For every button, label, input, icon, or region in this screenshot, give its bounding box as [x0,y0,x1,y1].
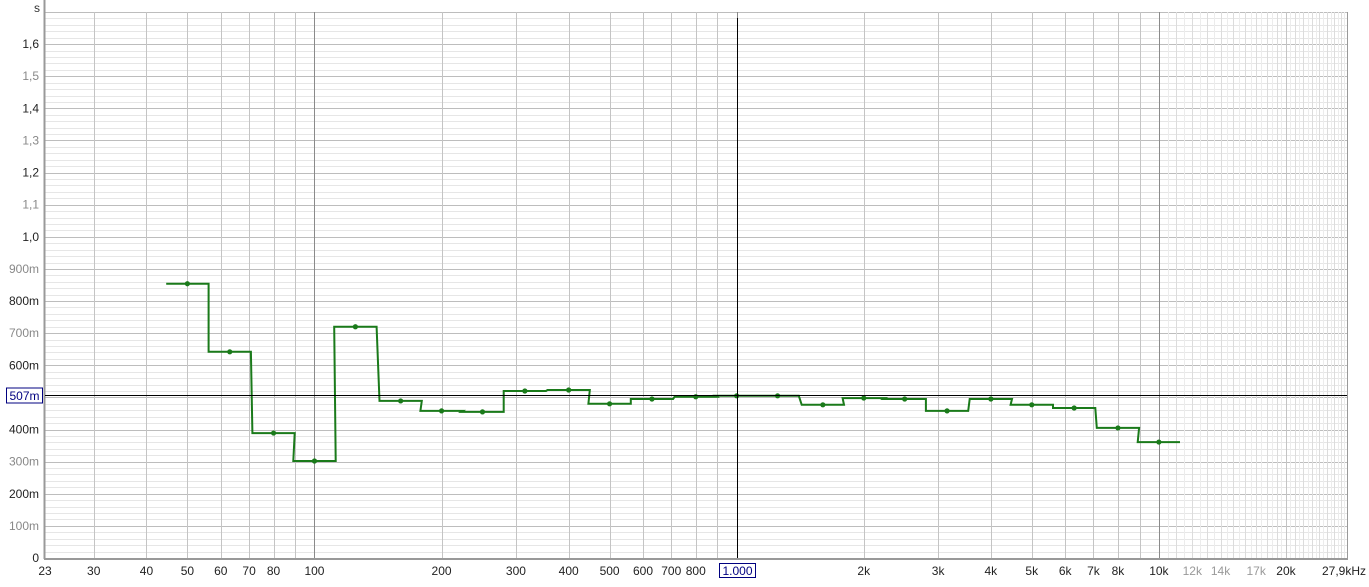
x-tick-label: 12k [1183,564,1203,578]
y-tick-label: 1,4 [22,101,39,115]
x-tick-label: 700 [661,564,681,578]
x-tick-label: 27,9kHz [1322,564,1366,578]
data-point [479,409,486,415]
x-tick-label: 400 [559,564,579,578]
data-point [606,401,613,407]
data-point [1156,439,1162,445]
rt60-step-line [166,282,1180,462]
x-tick-label: 50 [181,564,195,578]
data-point [398,398,404,404]
y-tick-label: 600m [9,358,39,372]
x-tick-label: 8k [1112,564,1126,578]
data-point [270,430,277,436]
y-tick-label: 200m [9,487,39,501]
data-point [861,395,867,401]
data-point [649,396,655,402]
y-axis-unit: s [34,1,40,15]
y-tick-label: 1,3 [22,133,39,147]
data-point [902,396,908,402]
y-tick-label: 1,6 [22,37,39,51]
cursor-y-label: 507m [9,389,39,403]
cursor[interactable]: 507m 1.000 [6,18,1348,578]
x-tick-label: 17k [1246,564,1266,578]
data-point [311,458,318,464]
x-tick-label: 100 [304,564,324,578]
data-point [1115,425,1121,431]
x-tick-label: 60 [214,564,228,578]
x-tick-label: 10k [1149,564,1169,578]
data-point [1029,402,1035,408]
x-tick-label: 7k [1087,564,1101,578]
x-tick-label: 70 [242,564,256,578]
x-tick-label: 6k [1059,564,1073,578]
x-tick-label: 23 [38,564,52,578]
cursor-y-box [6,387,43,404]
x-tick-label: 30 [87,564,101,578]
x-tick-label: 600 [633,564,653,578]
x-tick-label: 2k [857,564,871,578]
data-point [522,388,528,394]
y-tick-label: 400m [9,423,39,437]
y-tick-label: 0 [32,551,39,565]
y-tick-label: 300m [9,455,39,469]
grid [43,0,1348,560]
x-tick-label: 300 [506,564,526,578]
x-tick-label: 4k [985,564,999,578]
x-tick-label: 200 [432,564,452,578]
data-point [184,281,190,287]
data-point [693,394,699,400]
y-tick-label: 100m [9,519,39,533]
cursor-x-box [719,563,756,578]
cursor-x-label: 1.000 [722,564,752,578]
y-tick-label: 1,1 [22,198,39,212]
x-tick-label: 40 [140,564,154,578]
data-point [566,387,572,393]
x-tick-label: 800 [686,564,706,578]
y-tick-label: 800m [9,294,39,308]
x-tick-label: 20k [1276,564,1296,578]
x-tick-label: 3k [932,564,946,578]
data-point [352,324,358,330]
y-tick-label: 1,5 [22,69,39,83]
x-tick-label: 80 [267,564,281,578]
y-tick-label: 1,2 [22,166,39,180]
data-point [944,408,950,414]
x-tick-label: 500 [600,564,620,578]
x-tick-label: 14k [1211,564,1231,578]
y-axis: 0 100m 200m 300m 400m 600m 700m 800m 900m 1,0 1,1 1… [9,37,39,565]
y-tick-label: 700m [9,326,39,340]
data-point [438,408,445,414]
data-point [1071,405,1077,411]
y-tick-label: 900m [9,262,39,276]
data-point [227,349,233,355]
data-point [988,396,994,402]
data-point [820,402,826,408]
x-tick-label: 5k [1025,564,1039,578]
y-tick-label: 1,0 [22,230,39,244]
x-axis: 23 30 40 50 60 70 80 100 200 300 400 500 600 700 800 2k… [38,564,1366,578]
